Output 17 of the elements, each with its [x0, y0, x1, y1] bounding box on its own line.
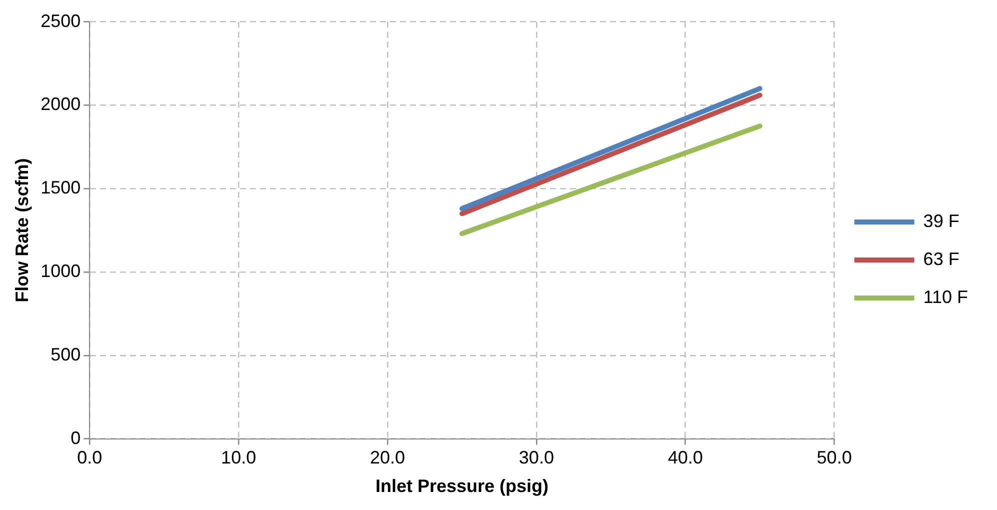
y-tick-label: 1500 — [40, 178, 81, 198]
x-tick-label: 30.0 — [518, 448, 554, 468]
x-tick-label: 20.0 — [370, 448, 406, 468]
legend-label: 63 F — [923, 248, 960, 269]
y-tick-label: 2500 — [40, 10, 81, 31]
x-tick-label: 50.0 — [816, 448, 852, 468]
x-axis-title: Inlet Pressure (psig) — [375, 476, 549, 496]
y-axis-title: Flow Rate (scfm) — [12, 158, 32, 302]
y-tick-label: 500 — [50, 344, 81, 364]
x-tick-label: 40.0 — [668, 448, 703, 468]
y-tick-label: 1000 — [40, 260, 81, 281]
legend-label: 39 F — [923, 210, 960, 231]
y-tick-label: 2000 — [40, 94, 81, 114]
y-tick-label: 0 — [70, 428, 81, 448]
x-tick-label: 10.0 — [221, 448, 256, 468]
legend-label: 110 F — [923, 286, 968, 307]
x-tick-label: 0.0 — [77, 448, 102, 468]
